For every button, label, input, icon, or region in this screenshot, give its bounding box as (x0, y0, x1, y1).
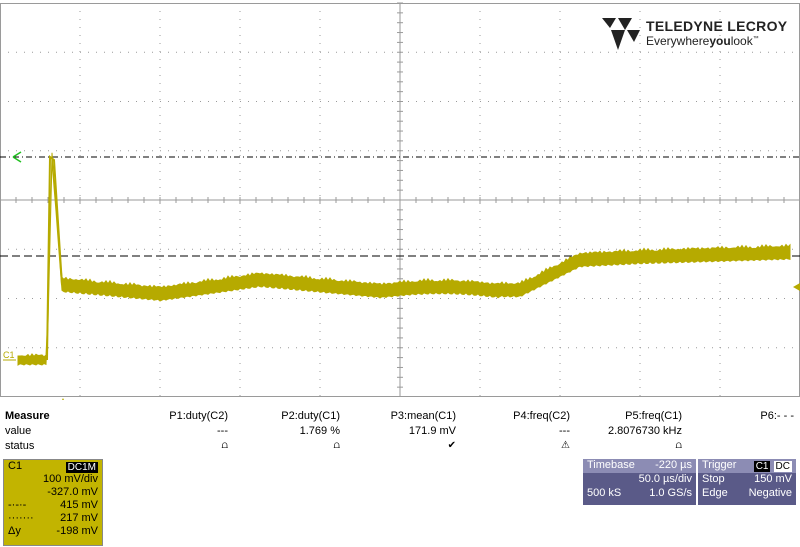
param-p6-name[interactable]: P6:- - - (760, 410, 794, 422)
status-check-icon: ✔ (447, 440, 456, 451)
timebase-label: Timebase (587, 459, 635, 471)
x-cursor-icon (12, 151, 22, 163)
param-p5-value: 2.8076730 kHz (608, 425, 682, 437)
trigger-coupling: DC (773, 461, 792, 472)
trigger-level-icon (793, 283, 800, 291)
trigger-arrow-icon (62, 398, 64, 400)
brand-name: TELEDYNE LECROY (646, 18, 788, 34)
measure-status-row: status ⩍ ⩍ ✔ ⚠ ⩍ (0, 440, 800, 455)
channel-c1-descriptor[interactable]: C1 DC1M 100 mV/div -327.0 mV -·-·- 415 m… (3, 459, 103, 546)
cursor2-value: 217 mV (60, 512, 98, 524)
value-row-label: value (5, 425, 32, 437)
status-pulse-icon: ⩍ (333, 440, 341, 451)
param-p2-value: 1.769 % (299, 425, 340, 437)
cursor1-value: 415 mV (60, 499, 98, 511)
measure-header-row: Measure P1:duty(C2) P2:duty(C1) P3:mean(… (0, 410, 800, 425)
param-p1-value: --- (217, 425, 228, 437)
trigger-mode: Stop (702, 473, 725, 485)
timebase-tdiv: 50.0 µs/div (638, 473, 692, 485)
c1-spike (46, 155, 63, 361)
cursor1-dashdot-icon: -·-·- (8, 499, 27, 511)
teledyne-logo-icon (602, 18, 640, 50)
channel-coupling: DC1M (65, 462, 98, 473)
param-p2-name[interactable]: P2:duty(C1) (281, 410, 340, 422)
measure-title: Measure (5, 410, 50, 422)
timebase-samples: 500 kS (587, 487, 622, 499)
channel-c1-marker: C1 (3, 350, 15, 360)
trigger-label: Trigger (702, 459, 737, 471)
status-warning-icon: ⚠ (561, 440, 570, 451)
param-p3-name[interactable]: P3:mean(C1) (390, 410, 456, 422)
channel-offset: -327.0 mV (47, 486, 98, 498)
timebase-delay: -220 µs (655, 459, 692, 471)
param-p3-value: 171.9 mV (408, 425, 456, 437)
cursor2-dotted-icon: ······· (8, 512, 34, 524)
param-p5-name[interactable]: P5:freq(C1) (625, 410, 682, 422)
status-pulse-icon: ⩍ (221, 440, 229, 451)
trigger-descriptor[interactable]: Trigger C1 DC Stop 150 mV Edge Negative (698, 459, 796, 505)
brand-tagline: Everywhereyoulook™ (646, 34, 759, 48)
trigger-type: Edge (702, 487, 728, 499)
waveform-display[interactable]: C1 (0, 0, 800, 400)
channel-vdiv: 100 mV/div (42, 473, 98, 485)
measure-value-row: value --- 1.769 % 171.9 mV --- 2.8076730… (0, 425, 800, 440)
param-p4-name[interactable]: P4:freq(C2) (513, 410, 570, 422)
timebase-descriptor[interactable]: Timebase -220 µs 50.0 µs/div 500 kS 1.0 … (583, 459, 696, 505)
param-p4-value: --- (559, 425, 570, 437)
delta-y-label: Δy (8, 525, 21, 537)
trigger-source: C1 (753, 461, 771, 472)
channel-name: C1 (8, 460, 23, 472)
timebase-rate: 1.0 GS/s (649, 487, 692, 499)
trigger-slope: Negative (748, 487, 792, 499)
status-pulse-icon: ⩍ (675, 440, 683, 451)
status-row-label: status (5, 440, 35, 452)
c1-waveform (17, 152, 791, 366)
teledyne-lecroy-logo: TELEDYNE LECROY Everywhereyoulook™ (602, 16, 792, 50)
trigger-level: 150 mV (754, 473, 792, 485)
param-p1-name[interactable]: P1:duty(C2) (169, 410, 228, 422)
measure-table[interactable]: Measure P1:duty(C2) P2:duty(C1) P3:mean(… (0, 408, 800, 458)
delta-y-value: -198 mV (56, 525, 98, 537)
waveform-grid[interactable]: C1 (0, 0, 800, 400)
